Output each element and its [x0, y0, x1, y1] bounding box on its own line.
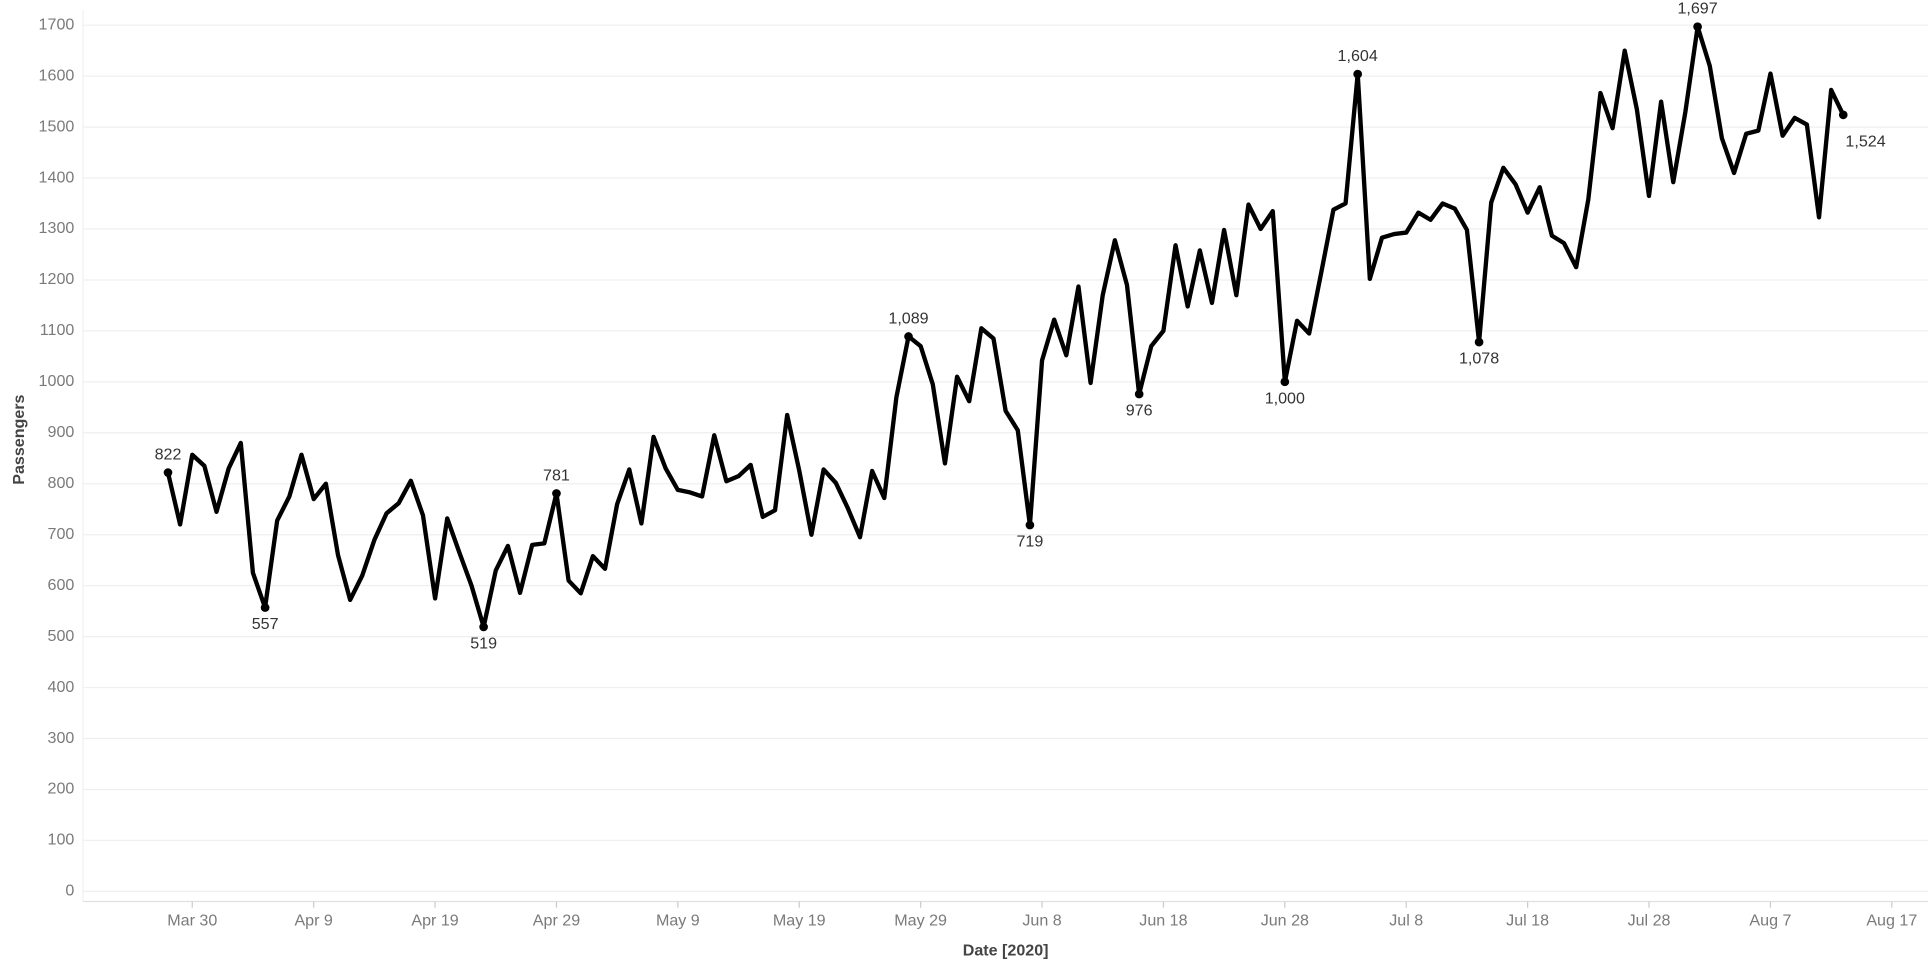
x-tick-label: Mar 30: [167, 912, 217, 930]
data-label: 719: [1016, 533, 1043, 551]
point-marker: [1693, 22, 1702, 32]
point-marker: [552, 489, 561, 498]
data-label: 1,078: [1459, 350, 1499, 368]
point-marker: [904, 332, 913, 341]
data-label: 519: [470, 635, 497, 653]
point-marker: [479, 622, 488, 632]
data-label: 822: [155, 445, 182, 463]
y-tick-label: 500: [48, 627, 75, 645]
y-tick-label: 800: [48, 474, 75, 492]
data-label: 1,089: [888, 309, 928, 327]
x-tick-label: May 19: [773, 912, 826, 930]
point-marker: [1474, 337, 1484, 347]
x-tick-label: Apr 9: [294, 912, 332, 930]
y-axis-title: Passengers: [10, 394, 28, 484]
point-marker: [1280, 377, 1290, 387]
y-tick-label: 300: [48, 729, 75, 747]
y-tick-label: 700: [48, 525, 75, 543]
data-label: 557: [252, 615, 279, 633]
x-tick-label: Aug 7: [1749, 912, 1791, 930]
y-tick-label: 1400: [39, 168, 75, 186]
x-tick-label: May 9: [656, 912, 700, 930]
y-tick-label: 200: [48, 780, 75, 798]
y-tick-label: 0: [65, 882, 74, 900]
x-axis-title: Date [2020]: [963, 941, 1049, 959]
x-tick-label: Jul 8: [1389, 912, 1423, 930]
point-marker: [1838, 110, 1848, 120]
y-tick-label: 400: [48, 678, 75, 696]
point-marker: [1134, 389, 1144, 399]
y-tick-label: 600: [48, 576, 75, 594]
x-tick-label: Apr 29: [533, 912, 580, 930]
y-tick-label: 1000: [39, 372, 75, 390]
point-marker: [1025, 520, 1035, 530]
point-marker: [1353, 69, 1363, 79]
x-tick-label: May 29: [894, 912, 947, 930]
y-tick-label: 900: [48, 423, 75, 441]
x-tick-label: Jul 18: [1506, 912, 1549, 930]
y-tick-label: 1600: [39, 66, 75, 84]
data-label: 1,697: [1677, 0, 1717, 18]
data-label: 781: [543, 466, 570, 484]
point-marker: [260, 603, 270, 612]
line: [165, 24, 1846, 630]
x-tick-label: Aug 17: [1866, 912, 1917, 930]
x-tick-label: Apr 19: [411, 912, 458, 930]
x-tick-label: Jun 18: [1139, 912, 1187, 930]
x-tick-label: Jun 28: [1261, 912, 1309, 930]
data-label: 976: [1126, 402, 1153, 420]
y-tick-label: 1200: [39, 270, 75, 288]
data-label: 1,604: [1338, 47, 1378, 65]
y-tick-label: 1300: [39, 219, 75, 237]
x-tick-label: Jun 8: [1022, 912, 1061, 930]
data-label: 1,524: [1845, 132, 1885, 150]
y-tick-label: 1700: [39, 15, 75, 33]
data-label: 1,000: [1265, 389, 1305, 407]
point-marker: [163, 468, 173, 477]
y-tick-label: 1500: [39, 117, 75, 135]
y-tick-label: 100: [48, 831, 75, 849]
y-tick-label: 1100: [40, 321, 75, 339]
x-tick-label: Jul 28: [1628, 912, 1671, 930]
